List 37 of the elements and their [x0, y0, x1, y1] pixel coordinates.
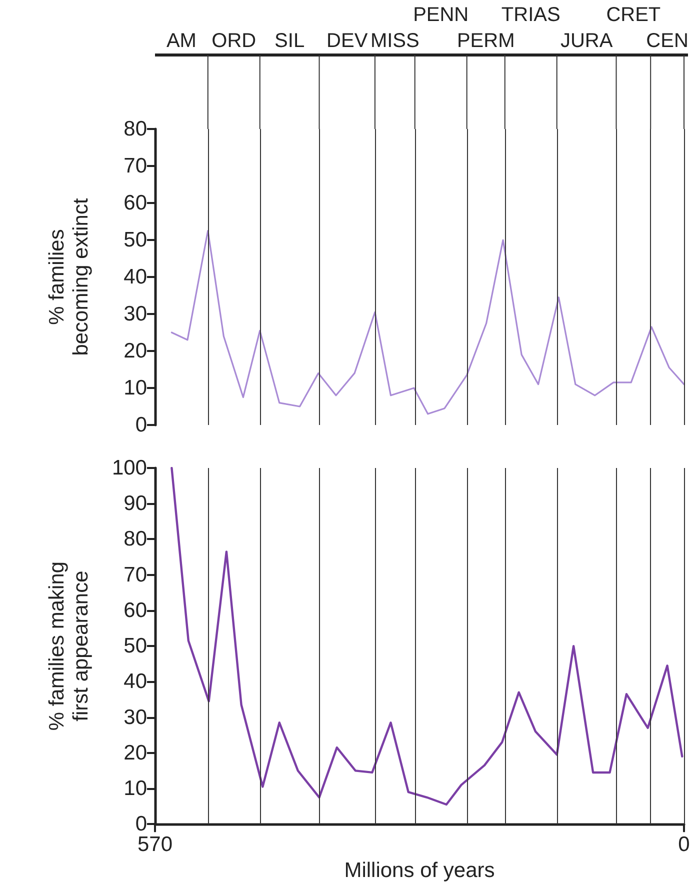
x-tick-label: 570 — [137, 833, 173, 856]
y-tick-label: 100 — [112, 456, 147, 480]
y-tick-label: 0 — [135, 414, 147, 436]
y-tick-label: 10 — [124, 776, 147, 800]
y-tick-label: 0 — [135, 812, 147, 836]
y-tick-label: 60 — [124, 192, 147, 214]
y-tick-label: 40 — [124, 266, 147, 288]
y-tick-label: 30 — [124, 706, 147, 729]
y-tick-label: 90 — [124, 492, 147, 516]
y-tick-label: 70 — [124, 563, 147, 586]
text: CRET — [606, 4, 661, 26]
y-tick-label: 30 — [124, 302, 147, 326]
y-tick-label: 50 — [124, 228, 147, 252]
line-series — [170, 230, 685, 415]
y-tick-label: 20 — [124, 340, 147, 362]
text: ORD — [212, 30, 256, 52]
text: AM — [166, 30, 196, 52]
y-tick-label: 10 — [124, 376, 147, 400]
text: CEN — [646, 30, 688, 52]
y-tick-label: 20 — [124, 741, 147, 764]
text: PENN — [413, 4, 469, 26]
text: MISS — [370, 30, 420, 52]
y-tick-label: 70 — [124, 154, 147, 178]
x-axis-title: Millions of years — [344, 859, 495, 882]
text: SIL — [274, 30, 305, 52]
text: TRIAS — [501, 4, 560, 26]
y-tick-label: 50 — [124, 634, 147, 658]
y-axis-title: % families making first appearance — [46, 561, 92, 731]
y-tick-label: 80 — [124, 118, 147, 140]
text: JURA — [560, 30, 614, 52]
y-tick-label: 80 — [124, 528, 147, 551]
y-tick-label: 40 — [124, 670, 147, 694]
text: DEV — [326, 30, 368, 52]
y-tick-label: 60 — [124, 598, 147, 622]
text: PERM — [456, 30, 515, 52]
line-series — [170, 466, 684, 806]
y-axis-title: % families becoming extinct — [46, 198, 92, 356]
